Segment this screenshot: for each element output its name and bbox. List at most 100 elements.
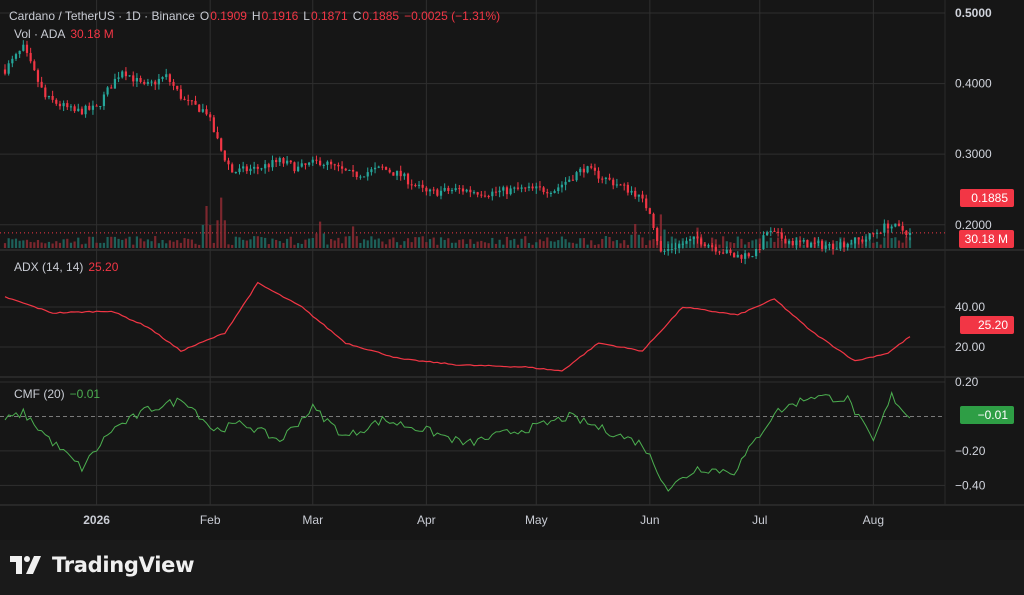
volume-bar <box>549 241 553 248</box>
candle-body <box>568 179 571 182</box>
cmf-legend[interactable]: CMF (20) −0.01 <box>14 387 100 401</box>
volume-bar <box>619 243 622 248</box>
x-tick-label-jun: Jun <box>640 513 659 527</box>
chart-canvas[interactable]: 2026 Feb Mar Apr May Jun Jul Aug 0.2000 0.3000 0.4… <box>0 0 1024 540</box>
candle-body <box>183 98 186 100</box>
candle-body <box>73 106 76 112</box>
candle-body <box>835 248 838 250</box>
candle-body <box>864 239 868 242</box>
volume-bar <box>564 239 567 248</box>
volume-bar <box>751 240 754 248</box>
volume-value: 30.18 M <box>70 27 114 41</box>
volume-bar <box>329 239 333 248</box>
volume-bar <box>615 240 618 248</box>
volume-bar <box>80 244 84 248</box>
volume-bar <box>670 236 673 248</box>
candle-body <box>681 243 684 245</box>
candle-body <box>139 77 142 82</box>
candle-body <box>505 187 509 195</box>
candle-body <box>652 213 655 228</box>
candle-body <box>14 54 18 59</box>
x-tick-label-apr: Apr <box>417 513 436 527</box>
candle-body <box>575 172 578 181</box>
volume-bar <box>487 243 490 248</box>
candle-body <box>678 244 681 249</box>
volume-label[interactable]: Vol · ADA <box>14 27 66 41</box>
volume-bar <box>590 240 593 248</box>
candle-body <box>271 160 274 168</box>
candle-body <box>340 166 344 169</box>
volume-bar <box>351 226 355 248</box>
volume-bar <box>234 236 237 248</box>
volume-bar <box>480 240 483 248</box>
candle-body <box>308 162 311 165</box>
candle-body <box>220 138 223 151</box>
candle-body <box>802 240 805 242</box>
volume-bar <box>740 238 743 248</box>
volume-bar <box>77 237 80 248</box>
price-tick-label: 0.2000 <box>955 218 992 232</box>
volume-bar <box>428 239 432 248</box>
candle-body <box>674 248 677 250</box>
volume-bar <box>791 244 794 248</box>
volume-bar <box>527 243 531 248</box>
volume-bar <box>538 239 542 248</box>
volume-bar <box>608 236 611 248</box>
volume-bar <box>179 242 182 248</box>
volume-bar <box>403 241 406 248</box>
volume-bar <box>157 243 160 248</box>
volume-bar <box>476 241 479 248</box>
volume-bar <box>322 233 325 248</box>
candle-body <box>194 100 197 105</box>
volume-bar <box>165 243 168 248</box>
ohlc-legend[interactable]: Cardano / TetherUS · 1D · Binance O 0.19… <box>9 9 500 23</box>
candle-body <box>223 150 226 161</box>
candle-body <box>121 71 124 78</box>
volume-bar <box>531 244 534 248</box>
candle-body <box>99 106 102 108</box>
cmf-label[interactable]: CMF (20) <box>14 387 65 401</box>
candle-body <box>773 230 776 232</box>
candle-body <box>410 184 413 186</box>
volume-bar <box>293 244 296 248</box>
candle-body <box>886 223 890 229</box>
volume-bar <box>483 242 487 248</box>
volume-bar <box>890 238 893 248</box>
candle-body <box>787 240 791 244</box>
volume-bar <box>454 242 457 248</box>
volume-bar <box>304 239 307 248</box>
volume-bar <box>319 221 322 248</box>
adx-value: 25.20 <box>88 260 119 274</box>
candle-body <box>384 167 388 170</box>
volume-bar <box>439 237 443 248</box>
volume-legend[interactable]: Vol · ADA 30.18 M <box>14 27 114 41</box>
volume-bar <box>465 243 468 248</box>
candle-body <box>527 186 531 188</box>
tradingview-logo[interactable]: TradingView <box>10 553 194 577</box>
volume-bar <box>645 244 648 248</box>
adx-label[interactable]: ADX (14, 14) <box>14 260 84 274</box>
candle-body <box>179 89 182 99</box>
candle-body <box>872 233 875 235</box>
candle-body <box>417 184 421 186</box>
volume-bar <box>275 239 278 248</box>
volume-bar <box>505 236 509 248</box>
candle-body <box>766 232 769 236</box>
candle-body <box>549 192 553 194</box>
volume-bar <box>95 242 98 248</box>
change-value: −0.0025 (−1.31%) <box>404 9 501 23</box>
candle-body <box>798 240 802 242</box>
candle-body <box>516 187 520 189</box>
candle-body <box>278 158 281 163</box>
volume-bar <box>278 241 281 248</box>
chart-area[interactable]: 2026 Feb Mar Apr May Jun Jul Aug 0.2000 0.3000 0.4… <box>0 0 1024 540</box>
candle-body <box>227 160 230 165</box>
volume-bar <box>516 244 520 248</box>
volume-bar <box>25 239 29 248</box>
volume-bar <box>51 243 54 248</box>
adx-legend[interactable]: ADX (14, 14) 25.20 <box>14 260 118 274</box>
volume-bar <box>897 240 901 248</box>
candle-body <box>29 52 32 62</box>
symbol-title[interactable]: Cardano / TetherUS · 1D · Binance <box>9 9 195 23</box>
